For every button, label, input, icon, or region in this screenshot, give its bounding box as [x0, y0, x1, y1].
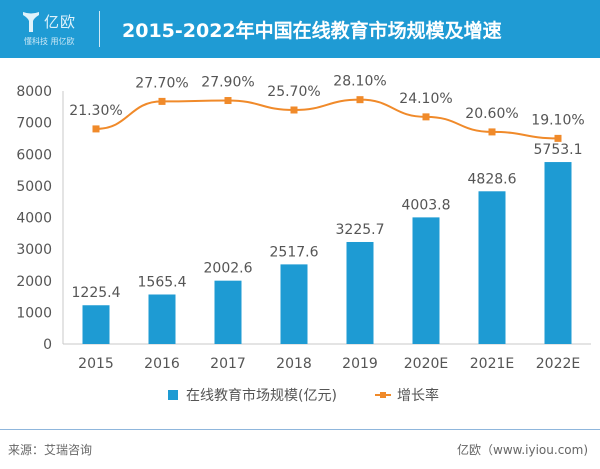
x-tick-label: 2021E [470, 356, 514, 372]
line-point [158, 97, 166, 105]
legend-line-label: 增长率 [397, 387, 439, 404]
bar-data-label: 5753.1 [534, 142, 583, 158]
legend-bar-label: 在线教育市场规模(亿元) [186, 387, 337, 404]
bar-data-label: 1225.4 [72, 285, 121, 301]
line-data-label: 28.10% [333, 74, 386, 90]
header-divider [99, 11, 100, 47]
bar-data-label: 4003.8 [402, 197, 451, 213]
line-data-label: 25.70% [267, 84, 320, 100]
bar [346, 241, 374, 344]
legend: 在线教育市场规模(亿元) 增长率 [168, 387, 439, 404]
legend-bar-swatch [168, 390, 178, 400]
credit-note: 亿欧（www.iyiou.com) [457, 443, 588, 457]
line-data-label: 24.10% [399, 91, 452, 107]
y-tick-label: 4000 [16, 211, 52, 227]
y-tick-label: 8000 [16, 84, 52, 100]
bar-data-label: 4828.6 [468, 171, 517, 187]
line-data-label: 21.30% [69, 103, 122, 119]
bar [544, 162, 572, 344]
bar [214, 280, 242, 344]
bar [478, 191, 506, 344]
bar-data-label: 3225.7 [336, 222, 385, 238]
y-tick-label: 6000 [16, 147, 52, 163]
x-tick-label: 2020E [404, 356, 448, 372]
line-data-label: 19.10% [531, 112, 584, 128]
y-tick-label: 0 [43, 337, 52, 353]
y-tick-label: 2000 [16, 274, 52, 290]
x-tick-label: 2018 [276, 356, 312, 372]
bar-data-label: 2002.6 [204, 261, 253, 277]
source-note: 来源：艾瑞咨询 [8, 443, 93, 457]
x-tick-label: 2022E [536, 356, 580, 372]
header-banner: 亿欧 懂科技 用亿欧 2015-2022年中国在线教育市场规模及增速 [0, 0, 600, 58]
line-point [422, 113, 430, 121]
x-tick-label: 2017 [210, 356, 246, 372]
line-point [224, 97, 232, 105]
x-tick-label: 2016 [144, 356, 180, 372]
legend-line-marker [380, 392, 386, 398]
bar-data-label: 2517.6 [270, 244, 319, 260]
logo: 亿欧 懂科技 用亿欧 [22, 9, 92, 49]
line-point [92, 125, 100, 133]
y-tick-label: 3000 [16, 242, 52, 258]
bar-data-label: 1565.4 [138, 274, 187, 290]
logo-slogan: 懂科技 用亿欧 [24, 37, 75, 46]
y-tick-label: 7000 [16, 116, 52, 132]
y-tick-label: 5000 [16, 179, 52, 195]
bar [280, 264, 308, 344]
chart: 0 1000 2000 3000 4000 5000 6000 7000 8000 1225.4… [16, 74, 591, 404]
page-title: 2015-2022年中国在线教育市场规模及增速 [122, 20, 502, 42]
x-tick-label: 2015 [78, 356, 114, 372]
line-data-label: 27.70% [135, 75, 188, 91]
bar [412, 217, 440, 344]
line-point [554, 134, 562, 142]
bar [82, 305, 110, 344]
x-tick-label: 2019 [342, 356, 378, 372]
line-point [290, 106, 298, 114]
line-point [356, 96, 364, 104]
bar [148, 294, 176, 344]
logo-text: 亿欧 [44, 13, 77, 31]
footer-divider [0, 429, 600, 430]
y-tick-label: 1000 [16, 305, 52, 321]
line-data-label: 20.60% [465, 106, 518, 122]
line-data-label: 27.90% [201, 75, 254, 91]
logo-y-icon [23, 12, 39, 32]
line-point [488, 128, 496, 136]
